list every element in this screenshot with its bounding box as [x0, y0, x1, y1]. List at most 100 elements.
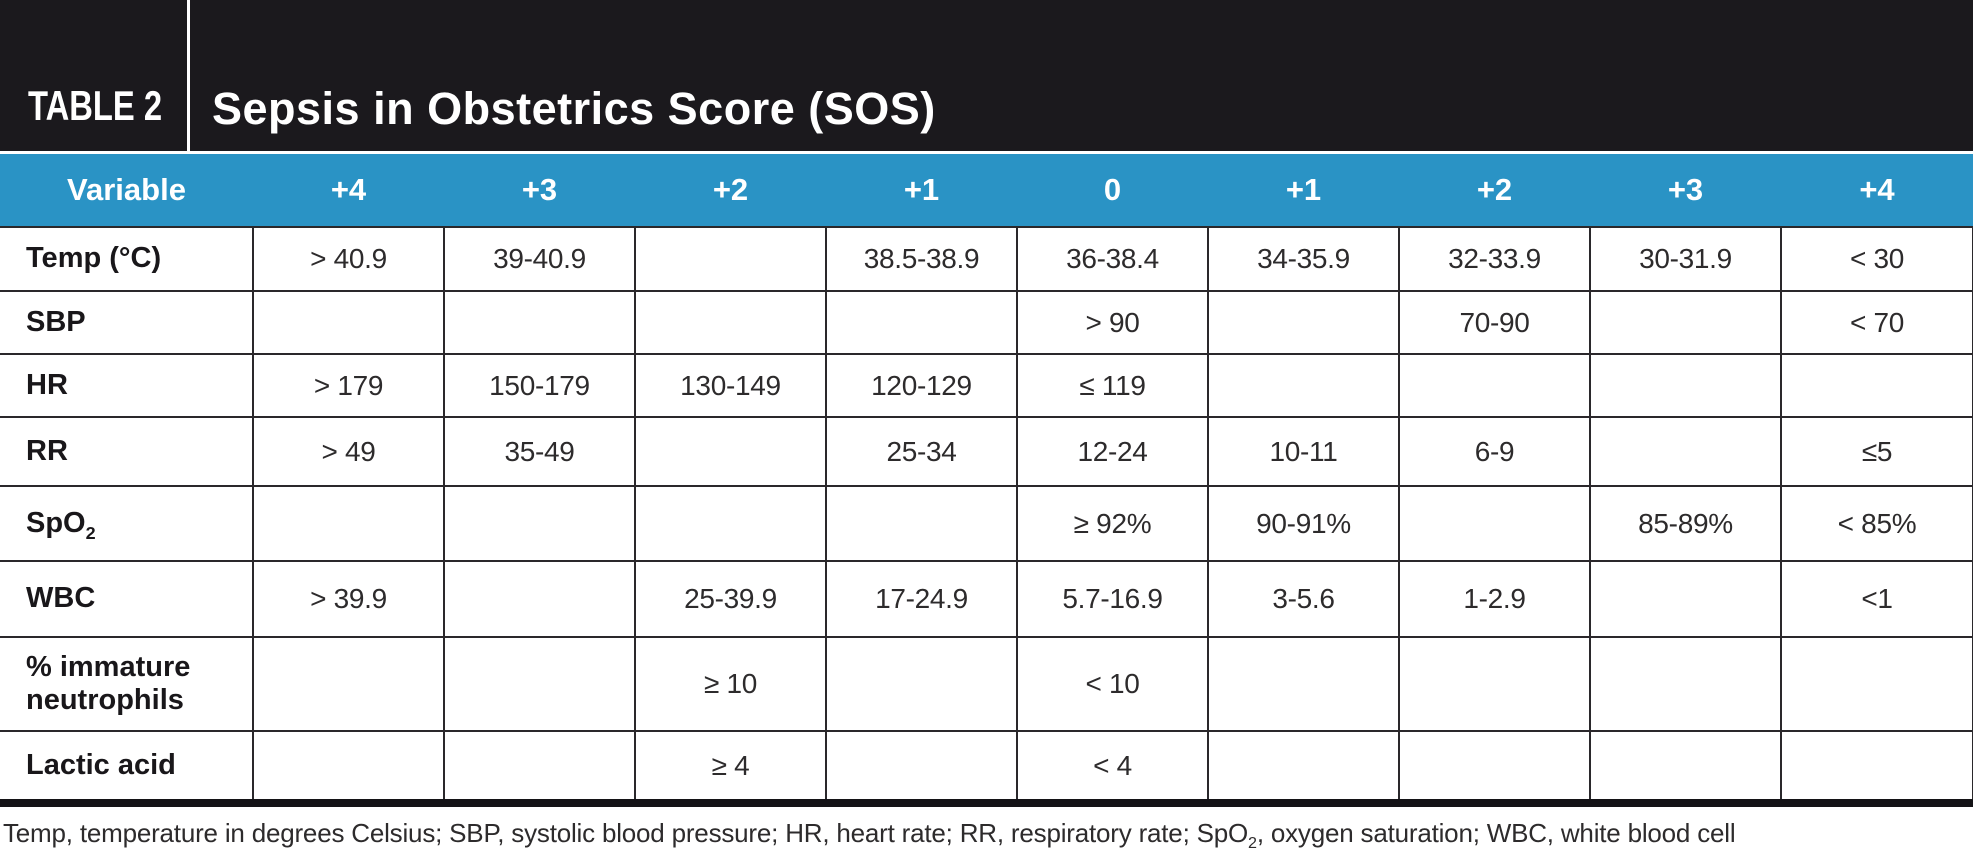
score-cell	[443, 485, 636, 562]
table-row-wbc: WBC > 39.9 25-39.9 17-24.9 5.7-16.9 3-5.…	[0, 560, 1973, 638]
score-cell: 3-5.6	[1207, 560, 1400, 638]
row-label: Temp (°C)	[0, 226, 254, 292]
score-cell: 34-35.9	[1207, 226, 1400, 292]
table-row-lactic-acid: Lactic acid ≥ 4 < 4	[0, 730, 1973, 799]
score-cell: < 10	[1016, 636, 1209, 732]
score-cell	[252, 730, 445, 799]
score-cell: > 39.9	[252, 560, 445, 638]
score-cell: > 49	[252, 416, 445, 487]
score-cell	[634, 485, 827, 562]
row-label: WBC	[0, 560, 254, 638]
score-cell	[1780, 636, 1973, 732]
sos-score-table: Variable +4 +3 +2 +1 0 +1 +2 +3 +4 Temp …	[0, 154, 1973, 799]
score-cell	[1398, 636, 1591, 732]
score-cell: 10-11	[1207, 416, 1400, 487]
score-cell	[634, 416, 827, 487]
score-cell	[1398, 485, 1591, 562]
column-header-score: 0	[1017, 154, 1208, 227]
score-cell: > 179	[252, 353, 445, 418]
score-cell: ≤5	[1780, 416, 1973, 487]
table-row-hr: HR > 179 150-179 130-149 120-129 ≤ 119	[0, 353, 1973, 418]
footnote-text: Temp, temperature in degrees Celsius; SB…	[3, 818, 1249, 848]
score-cell	[1207, 730, 1400, 799]
column-header-score: +2	[1399, 154, 1590, 227]
score-cell: 30-31.9	[1589, 226, 1782, 292]
table-row-immature-neutrophils: % immature neutrophils ≥ 10 < 10	[0, 636, 1973, 732]
row-label: SBP	[0, 290, 254, 355]
score-cell: <1	[1780, 560, 1973, 638]
score-cell	[825, 636, 1018, 732]
score-cell	[1589, 416, 1782, 487]
score-cell	[825, 290, 1018, 355]
score-cell: 32-33.9	[1398, 226, 1591, 292]
score-cell	[443, 290, 636, 355]
score-cell: ≥ 92%	[1016, 485, 1209, 562]
masthead-divider	[0, 151, 1973, 154]
score-cell	[252, 290, 445, 355]
score-cell	[634, 226, 827, 292]
table-number-cell: TABLE 2	[0, 0, 190, 151]
table-row-rr: RR > 49 35-49 25-34 12-24 10-11 6-9 ≤5	[0, 416, 1973, 487]
score-cell: ≤ 119	[1016, 353, 1209, 418]
score-cell: < 4	[1016, 730, 1209, 799]
table-number-label: TABLE 2	[28, 82, 163, 129]
score-cell: < 30	[1780, 226, 1973, 292]
score-cell	[825, 730, 1018, 799]
table-bottom-rule	[0, 799, 1973, 807]
score-cell	[1589, 560, 1782, 638]
column-header-score: +4	[1781, 154, 1973, 227]
table-row-spo2: SpO2 ≥ 92% 90-91% 85-89% < 85%	[0, 485, 1973, 562]
score-cell: 150-179	[443, 353, 636, 418]
score-cell: 25-39.9	[634, 560, 827, 638]
footnote-subscript: 2	[1248, 834, 1257, 853]
score-cell: 1-2.9	[1398, 560, 1591, 638]
row-label: RR	[0, 416, 254, 487]
score-cell	[1780, 353, 1973, 418]
score-cell: 6-9	[1398, 416, 1591, 487]
table-title: Sepsis in Obstetrics Score (SOS)	[212, 83, 936, 134]
table-row-temp: Temp (°C) > 40.9 39-40.9 38.5-38.9 36-38…	[0, 226, 1973, 292]
score-cell: > 40.9	[252, 226, 445, 292]
table-row-sbp: SBP > 90 70-90 < 70	[0, 290, 1973, 355]
score-cell	[252, 636, 445, 732]
score-cell	[443, 560, 636, 638]
score-cell: 130-149	[634, 353, 827, 418]
score-cell	[1589, 353, 1782, 418]
score-cell	[1207, 353, 1400, 418]
score-cell: 35-49	[443, 416, 636, 487]
score-cell	[825, 485, 1018, 562]
score-cell	[1207, 290, 1400, 355]
column-header-score: +1	[826, 154, 1017, 227]
score-cell	[1589, 636, 1782, 732]
column-header-score: +3	[444, 154, 635, 227]
score-cell: 39-40.9	[443, 226, 636, 292]
score-cell: > 90	[1016, 290, 1209, 355]
score-cell	[443, 730, 636, 799]
score-cell	[443, 636, 636, 732]
score-cell	[634, 290, 827, 355]
abbreviations-footnote: Temp, temperature in degrees Celsius; SB…	[0, 807, 1973, 853]
score-cell: 25-34	[825, 416, 1018, 487]
score-cell	[1780, 730, 1973, 799]
table-masthead: TABLE 2 Sepsis in Obstetrics Score (SOS)	[0, 0, 1973, 151]
table-title-cell: Sepsis in Obstetrics Score (SOS)	[190, 0, 1973, 151]
row-label: SpO2	[0, 485, 254, 562]
score-cell	[1589, 290, 1782, 355]
score-cell: < 70	[1780, 290, 1973, 355]
score-cell	[1398, 730, 1591, 799]
score-cell: 36-38.4	[1016, 226, 1209, 292]
score-cell: < 85%	[1780, 485, 1973, 562]
score-header-row: Variable +4 +3 +2 +1 0 +1 +2 +3 +4	[0, 154, 1973, 227]
score-cell	[252, 485, 445, 562]
footnote-text: , oxygen saturation; WBC, white blood ce…	[1256, 818, 1736, 848]
score-cell: 90-91%	[1207, 485, 1400, 562]
score-cell	[1207, 636, 1400, 732]
score-cell: 85-89%	[1589, 485, 1782, 562]
row-label: Lactic acid	[0, 730, 254, 799]
column-header-score: +2	[635, 154, 826, 227]
row-label: % immature neutrophils	[0, 636, 254, 732]
row-label: HR	[0, 353, 254, 418]
score-cell: 120-129	[825, 353, 1018, 418]
column-header-score: +4	[253, 154, 444, 227]
